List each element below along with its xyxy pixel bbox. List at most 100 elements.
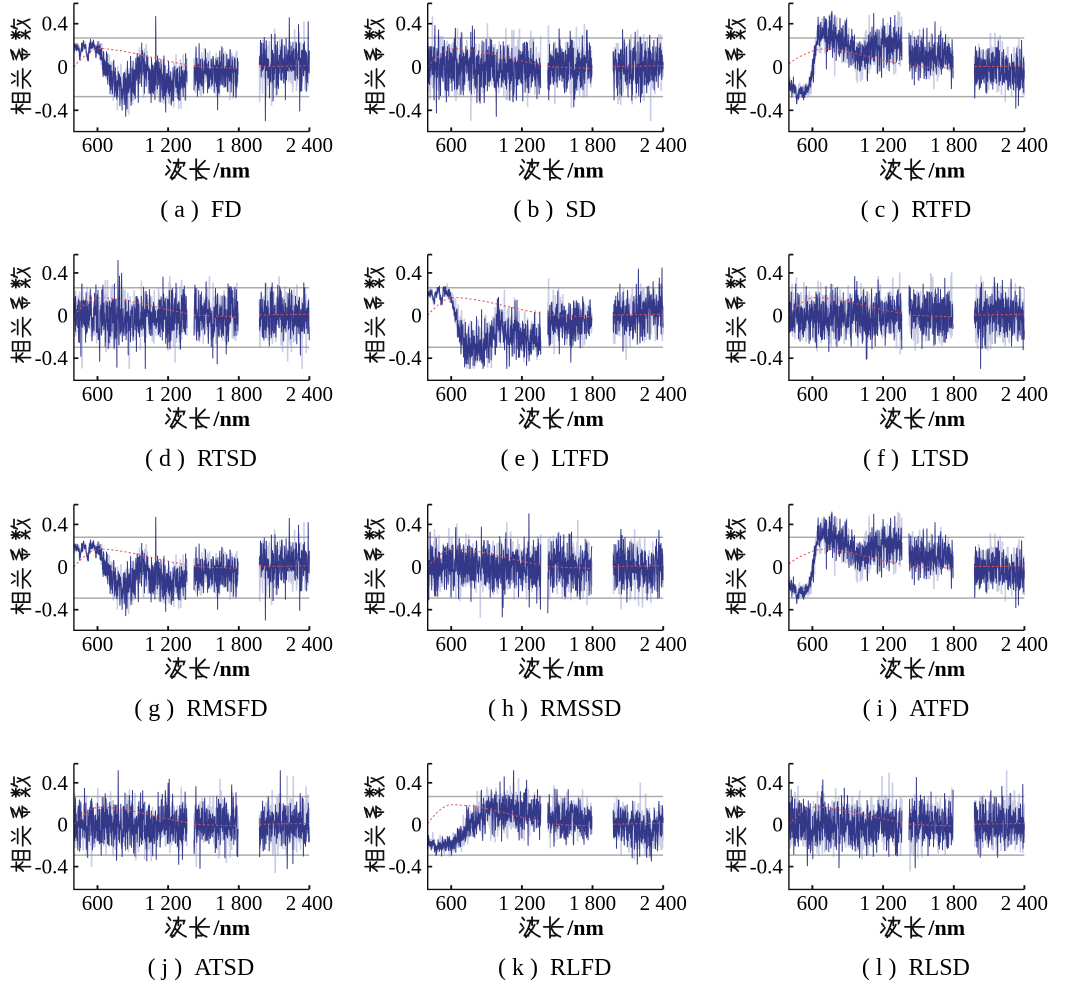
svg-text:/nm: /nm: [566, 656, 604, 681]
svg-text:0: 0: [411, 55, 422, 79]
svg-text:/nm: /nm: [566, 157, 604, 182]
svg-text:0: 0: [772, 813, 783, 837]
svg-text:2 400: 2 400: [640, 382, 687, 406]
svg-text:1 800: 1 800: [930, 382, 977, 406]
svg-text:2 400: 2 400: [286, 891, 333, 915]
svg-text:-0.4: -0.4: [35, 98, 69, 122]
svg-text:2 400: 2 400: [640, 632, 687, 656]
svg-text:/nm: /nm: [566, 406, 604, 431]
svg-text:-0.4: -0.4: [388, 598, 422, 622]
svg-text:( c ) RTFD: ( c ) RTFD: [861, 197, 972, 223]
svg-text:-0.4: -0.4: [388, 346, 422, 370]
svg-text:2 400: 2 400: [1001, 382, 1048, 406]
svg-text:/nm: /nm: [927, 915, 965, 940]
svg-text:1 800: 1 800: [215, 133, 262, 157]
svg-text:0: 0: [772, 55, 783, 79]
svg-text:0: 0: [57, 55, 68, 79]
svg-text:1 800: 1 800: [215, 382, 262, 406]
svg-text:1 200: 1 200: [859, 632, 906, 656]
svg-text:600: 600: [797, 632, 829, 656]
svg-text:( h ) RMSSD: ( h ) RMSSD: [488, 696, 621, 722]
svg-text:0.4: 0.4: [757, 771, 784, 795]
svg-text:1 800: 1 800: [569, 382, 616, 406]
svg-text:1 200: 1 200: [144, 133, 191, 157]
svg-text:-0.4: -0.4: [35, 598, 69, 622]
svg-text:/nm: /nm: [927, 656, 965, 681]
svg-text:( e ) LTFD: ( e ) LTFD: [500, 446, 608, 472]
svg-text:0: 0: [772, 555, 783, 579]
svg-text:600: 600: [82, 382, 114, 406]
svg-text:/nm: /nm: [927, 157, 965, 182]
svg-text:0: 0: [411, 813, 422, 837]
svg-text:0: 0: [772, 304, 783, 328]
svg-text:( d ) RTSD: ( d ) RTSD: [145, 446, 257, 472]
svg-text:1 200: 1 200: [498, 891, 545, 915]
svg-text:-0.4: -0.4: [750, 98, 784, 122]
svg-text:600: 600: [82, 891, 114, 915]
svg-text:-0.4: -0.4: [388, 855, 422, 879]
svg-text:600: 600: [797, 891, 829, 915]
svg-text:1 800: 1 800: [930, 891, 977, 915]
svg-text:1 800: 1 800: [569, 133, 616, 157]
svg-text:/nm: /nm: [212, 157, 250, 182]
svg-text:0: 0: [411, 555, 422, 579]
svg-text:0.4: 0.4: [757, 512, 784, 536]
svg-text:/nm: /nm: [212, 915, 250, 940]
svg-text:/nm: /nm: [212, 656, 250, 681]
svg-text:2 400: 2 400: [1001, 891, 1048, 915]
svg-text:1 200: 1 200: [144, 891, 191, 915]
svg-text:1 200: 1 200: [859, 382, 906, 406]
svg-text:-0.4: -0.4: [750, 855, 784, 879]
svg-text:1 200: 1 200: [859, 891, 906, 915]
svg-text:1 200: 1 200: [144, 632, 191, 656]
svg-text:( i ) ATFD: ( i ) ATFD: [863, 696, 970, 722]
svg-text:0.4: 0.4: [42, 261, 69, 285]
svg-text:( f ) LTSD: ( f ) LTSD: [863, 446, 969, 472]
svg-text:0: 0: [57, 813, 68, 837]
svg-text:( a ) FD: ( a ) FD: [160, 197, 241, 223]
svg-text:2 400: 2 400: [640, 891, 687, 915]
svg-text:0: 0: [57, 304, 68, 328]
svg-text:600: 600: [797, 133, 829, 157]
svg-text:-0.4: -0.4: [750, 346, 784, 370]
svg-text:( b ) SD: ( b ) SD: [513, 197, 596, 223]
svg-text:0.4: 0.4: [395, 12, 422, 36]
svg-text:600: 600: [435, 891, 467, 915]
svg-text:600: 600: [797, 382, 829, 406]
svg-text:2 400: 2 400: [640, 133, 687, 157]
svg-text:0.4: 0.4: [42, 512, 69, 536]
svg-text:/nm: /nm: [927, 406, 965, 431]
svg-text:0: 0: [57, 555, 68, 579]
svg-text:1 800: 1 800: [215, 632, 262, 656]
svg-text:/nm: /nm: [212, 406, 250, 431]
svg-text:-0.4: -0.4: [35, 346, 69, 370]
svg-text:-0.4: -0.4: [388, 98, 422, 122]
svg-text:1 800: 1 800: [930, 133, 977, 157]
svg-text:1 200: 1 200: [498, 382, 545, 406]
svg-text:1 800: 1 800: [930, 632, 977, 656]
svg-text:0.4: 0.4: [757, 261, 784, 285]
svg-text:600: 600: [82, 133, 114, 157]
svg-text:/nm: /nm: [566, 915, 604, 940]
svg-text:1 800: 1 800: [215, 891, 262, 915]
svg-text:2 400: 2 400: [286, 632, 333, 656]
svg-text:2 400: 2 400: [286, 382, 333, 406]
svg-text:( l ) RLSD: ( l ) RLSD: [862, 955, 970, 981]
svg-text:1 800: 1 800: [569, 632, 616, 656]
svg-text:0.4: 0.4: [42, 771, 69, 795]
svg-text:600: 600: [435, 133, 467, 157]
svg-text:0.4: 0.4: [395, 512, 422, 536]
svg-text:0.4: 0.4: [395, 771, 422, 795]
svg-text:0.4: 0.4: [757, 12, 784, 36]
svg-text:( k ) RLFD: ( k ) RLFD: [498, 955, 611, 981]
svg-text:0.4: 0.4: [395, 261, 422, 285]
svg-text:2 400: 2 400: [286, 133, 333, 157]
svg-text:2 400: 2 400: [1001, 133, 1048, 157]
svg-text:1 200: 1 200: [144, 382, 191, 406]
svg-text:2 400: 2 400: [1001, 632, 1048, 656]
svg-text:( j ) ATSD: ( j ) ATSD: [148, 955, 255, 981]
svg-text:1 200: 1 200: [498, 133, 545, 157]
svg-text:-0.4: -0.4: [35, 855, 69, 879]
svg-text:( g ) RMSFD: ( g ) RMSFD: [134, 696, 267, 722]
svg-text:600: 600: [435, 382, 467, 406]
